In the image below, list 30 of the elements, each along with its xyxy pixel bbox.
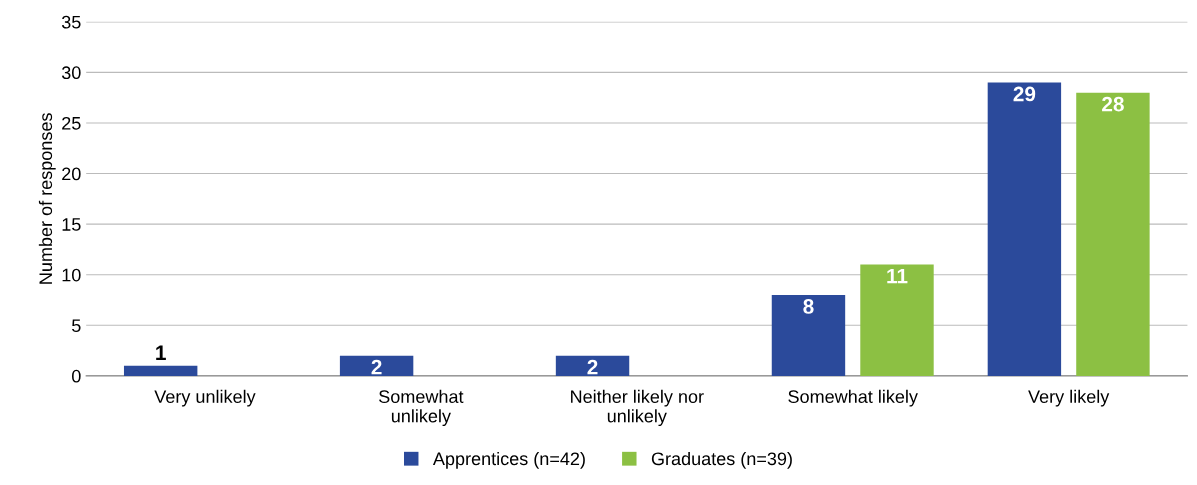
- y-tick-label: 10: [62, 268, 81, 282]
- data-label: 29: [1013, 86, 1036, 102]
- y-tick-label: 0: [71, 369, 81, 383]
- bar: [987, 82, 1062, 376]
- y-axis-title: Number of responses: [38, 113, 56, 284]
- bar: [1076, 92, 1150, 376]
- y-tick-label: 30: [61, 66, 81, 80]
- x-tick-label: Somewhat unlikely: [379, 389, 464, 427]
- y-tick-label: 25: [62, 116, 81, 130]
- bar: [123, 365, 198, 376]
- data-label: 28: [1102, 96, 1124, 112]
- x-tick-label: Somewhat likely: [788, 389, 918, 407]
- legend-label: Graduates (n=39): [651, 451, 792, 469]
- y-tick-label: 15: [62, 218, 81, 231]
- data-label: 2: [371, 359, 382, 375]
- y-tick-label: 35: [61, 15, 81, 29]
- data-label: 1: [156, 345, 166, 360]
- x-tick-label: Neither likely nor unlikely: [571, 389, 704, 427]
- y-tick-label: 5: [72, 319, 81, 333]
- data-label: 11: [887, 268, 908, 284]
- data-label: 8: [803, 299, 814, 314]
- bar: [555, 355, 630, 376]
- bar: [339, 355, 414, 376]
- x-tick-label: Very unlikely: [154, 389, 256, 407]
- bar: [771, 294, 846, 376]
- data-label: 2: [587, 359, 598, 375]
- x-tick-label: Very likely: [1028, 389, 1110, 407]
- bar: [860, 264, 934, 376]
- legend-label: Apprentices (n=42): [432, 451, 585, 469]
- y-tick-label: 20: [62, 167, 81, 181]
